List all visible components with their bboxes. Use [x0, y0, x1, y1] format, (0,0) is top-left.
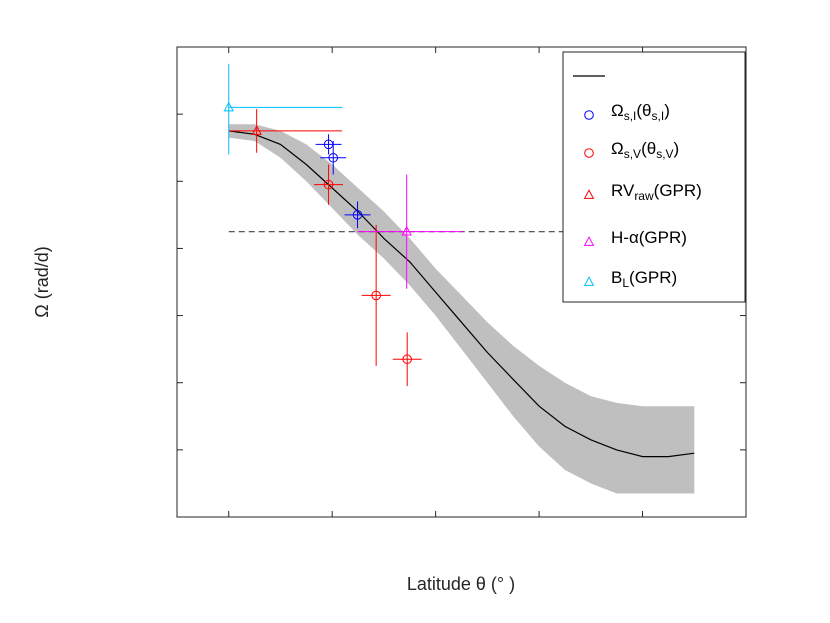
legend-label-part: Ω	[611, 101, 624, 120]
data-point	[251, 125, 262, 135]
legend-label-part: (GPR)	[654, 181, 702, 200]
legend-label-part: L	[622, 276, 629, 290]
legend-box	[562, 51, 746, 303]
legend-label-part: B	[611, 268, 622, 287]
legend-label: RVraw(GPR)	[611, 181, 702, 203]
legend-label: BL(GPR)	[611, 268, 677, 290]
legend-label-part: RV	[611, 181, 635, 200]
legend-label-part: )	[674, 139, 680, 158]
legend-label-part: )	[664, 101, 670, 120]
legend-label-part: H-α(GPR)	[611, 228, 687, 247]
data-point	[371, 290, 381, 301]
legend-marker	[584, 148, 594, 158]
data-point	[352, 210, 363, 220]
legend-label-part: s,V	[656, 147, 673, 161]
data-point	[328, 152, 339, 163]
data-point	[323, 179, 334, 190]
legend-marker	[583, 276, 595, 286]
legend-marker	[583, 236, 595, 246]
data-point	[401, 225, 412, 236]
omega-curve	[228, 130, 695, 458]
y-axis-label: Ω (rad/d)	[32, 246, 52, 317]
legend-label-part: s,I	[624, 109, 637, 123]
legend-label-part: (θ	[636, 101, 651, 120]
legend-label-part: raw	[634, 189, 654, 203]
legend-label-part: s,V	[624, 147, 641, 161]
data-point	[223, 101, 234, 112]
legend-label-part: s,I	[652, 109, 665, 123]
legend-marker	[583, 189, 595, 199]
data-point	[402, 354, 412, 365]
confidence-band	[228, 124, 695, 494]
legend-label-part: (θ	[641, 139, 656, 158]
legend: Ωs,I(θs,I)Ωs,V(θs,V)RVraw(GPR)H-α(GPR)BL…	[562, 51, 746, 303]
legend-label-part: Ω	[611, 139, 624, 158]
legend-label: H-α(GPR)	[611, 228, 687, 247]
legend-marker	[584, 110, 594, 120]
x-axis-label: Latitude θ (° )	[407, 574, 515, 594]
legend-label-part: (GPR)	[629, 268, 677, 287]
axes-box	[176, 46, 747, 518]
legend-label: Ωs,I(θs,I)	[611, 101, 670, 123]
legend-label: Ωs,V(θs,V)	[611, 139, 679, 161]
